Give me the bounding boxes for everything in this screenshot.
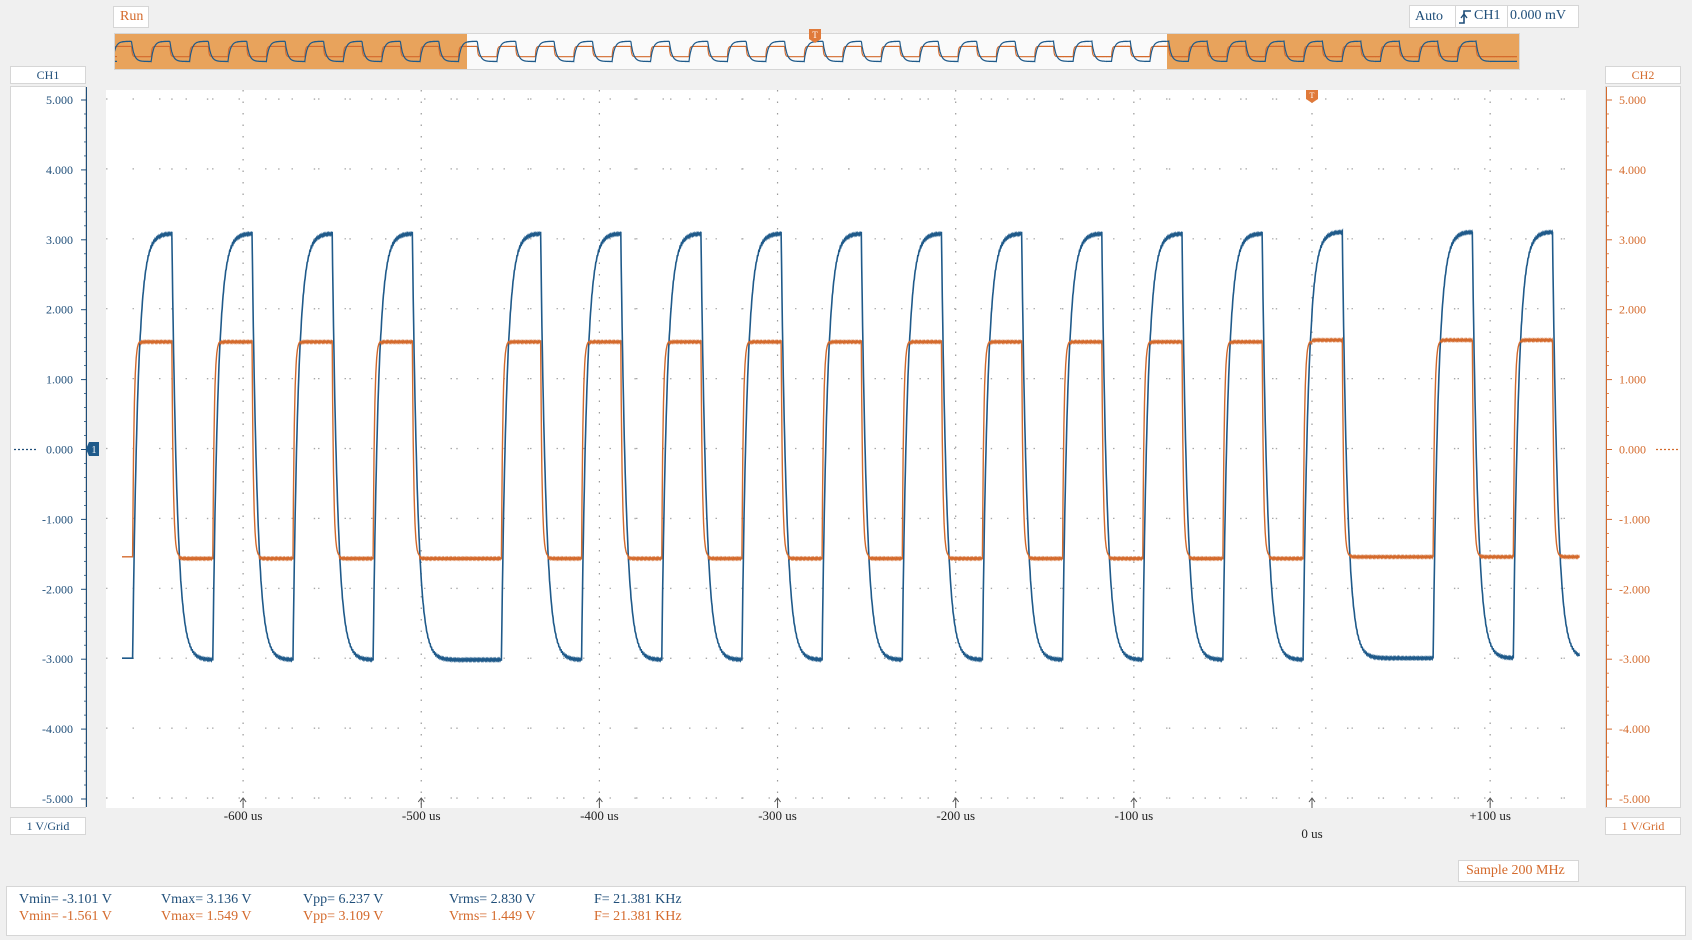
overview-shade-left (115, 34, 467, 69)
y-tick-label: -5.000 (42, 792, 73, 806)
y-tick-label: 5.000 (46, 93, 73, 107)
svg-text:1: 1 (92, 445, 97, 456)
ch2-vrms: Vrms= 1.449 V (449, 909, 536, 924)
ch1-freq: F= 21.381 KHz (594, 892, 682, 907)
y-tick-label: -1.000 (1619, 512, 1650, 526)
y-tick-label: 0.000 (1619, 443, 1646, 457)
time-tick (417, 797, 425, 808)
ch2-scale[interactable]: 1 V/Grid (1605, 817, 1681, 835)
ch2-vmax: Vmax= 1.549 V (161, 909, 252, 924)
ch2-axis-title[interactable]: CH2 (1605, 66, 1681, 84)
time-tick (774, 797, 781, 808)
ch1-level-marker[interactable]: 1 (86, 441, 100, 457)
ch2-axis[interactable]: 5.000 4.000 3.000 2.000 1.000 0.000 -1.000 -2.0… (1605, 86, 1681, 808)
sample-rate-label: Sample 200 MHz (1466, 863, 1565, 878)
time-tick (1130, 797, 1138, 808)
y-tick-label: -3.000 (1619, 652, 1650, 666)
time-label: -600 us (223, 808, 263, 823)
y-tick-label: -2.000 (42, 582, 73, 596)
trigger-time-marker[interactable]: T (1306, 90, 1318, 103)
time-label: 0 us (1301, 826, 1323, 841)
run-status[interactable]: Run (113, 6, 149, 28)
y-tick-label: 2.000 (46, 303, 73, 317)
ch1-vmax: Vmax= 3.136 V (161, 892, 252, 907)
y-tick-label: 1.000 (46, 373, 73, 387)
rising-edge-icon (1459, 10, 1471, 24)
y-tick-label: 3.000 (46, 233, 73, 247)
y-tick-label: 4.000 (46, 163, 73, 177)
y-tick-label: -2.000 (1619, 582, 1650, 596)
time-label: -500 us (401, 808, 441, 823)
trigger-level[interactable]: 0.000 mV (1510, 8, 1566, 23)
y-tick-label: 4.000 (1619, 163, 1646, 177)
ch1-axis-title[interactable]: CH1 (10, 66, 86, 84)
y-tick-label: -5.000 (1619, 792, 1650, 806)
trigger-settings[interactable]: Auto CH1 0.000 mV (1409, 5, 1579, 28)
ch1-vmin: Vmin= -3.101 V (19, 892, 112, 907)
time-label: -300 us (758, 808, 797, 823)
time-tick (596, 797, 603, 808)
ch2-vpp: Vpp= 3.109 V (303, 909, 384, 924)
y-tick-label: -3.000 (42, 652, 73, 666)
ch2-trace (122, 336, 1580, 562)
y-tick-label: 2.000 (1619, 303, 1646, 317)
time-tick (1308, 797, 1316, 808)
waveform-plot[interactable]: T (106, 90, 1586, 808)
trigger-marker-label: T (812, 30, 818, 40)
ch1-trace (122, 228, 1580, 664)
y-tick-label: -4.000 (1619, 722, 1650, 736)
y-tick-label: -4.000 (42, 722, 73, 736)
svg-text:T: T (1310, 91, 1315, 100)
time-label: -200 us (936, 808, 975, 823)
ch1-vpp: Vpp= 6.237 V (303, 892, 384, 907)
ch1-axis[interactable]: 5.000 4.000 3.000 2.000 1.000 0.000 -1.000 -2.0… (10, 86, 87, 808)
y-tick-label: 0.000 (46, 443, 73, 457)
plot-grid (106, 90, 1586, 808)
y-tick-label: 1.000 (1619, 373, 1646, 387)
sample-rate[interactable]: Sample 200 MHz (1458, 860, 1579, 882)
trigger-position-marker[interactable]: T (808, 28, 822, 44)
time-label: -400 us (580, 808, 619, 823)
y-tick-label: -1.000 (42, 512, 73, 526)
time-tick (239, 797, 247, 808)
ch2-vmin: Vmin= -1.561 V (19, 909, 112, 924)
y-tick-label: 5.000 (1619, 93, 1646, 107)
time-tick (952, 797, 960, 808)
y-tick-label: 3.000 (1619, 233, 1646, 247)
trigger-mode[interactable]: Auto (1415, 9, 1443, 24)
ch1-scale[interactable]: 1 V/Grid (10, 817, 86, 835)
measurements-panel: Vmin= -3.101 V Vmax= 3.136 V Vpp= 6.237 … (6, 886, 1686, 936)
trigger-source[interactable]: CH1 (1474, 8, 1501, 23)
time-label: +100 us (1469, 808, 1511, 823)
ch1-vrms: Vrms= 2.830 V (449, 892, 536, 907)
ch2-freq: F= 21.381 KHz (594, 909, 682, 924)
time-tick (1486, 797, 1494, 808)
run-status-label: Run (120, 9, 144, 24)
time-label: -100 us (1114, 808, 1154, 823)
